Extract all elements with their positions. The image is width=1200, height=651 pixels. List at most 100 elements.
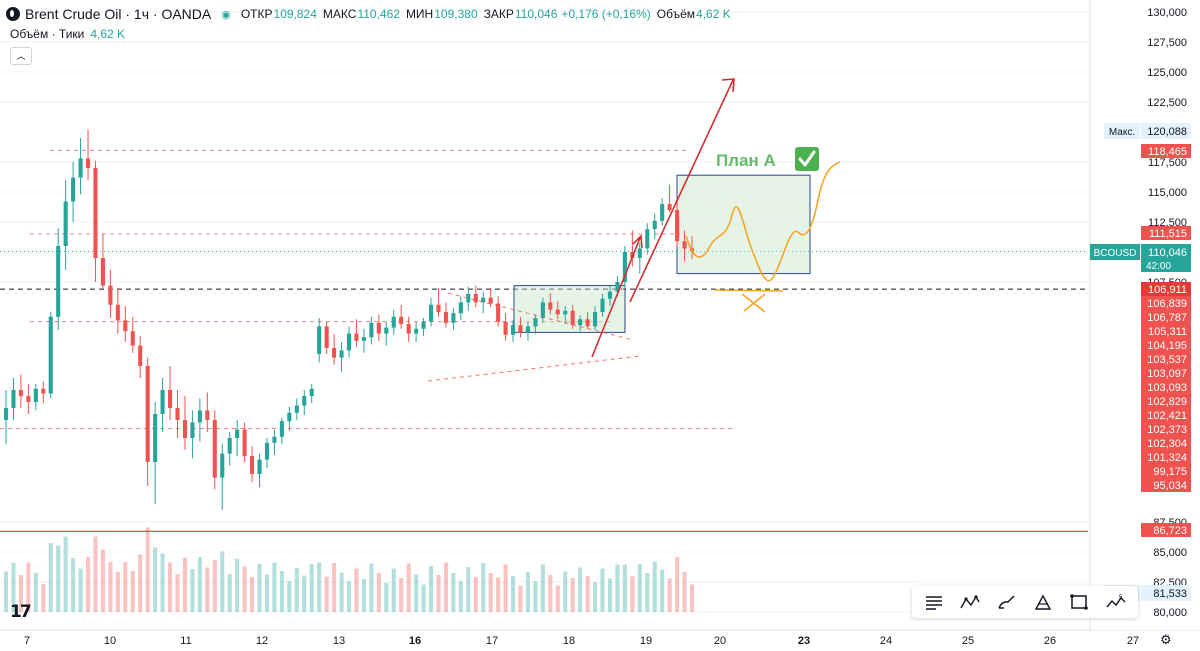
price-label: 104,195	[1147, 340, 1187, 352]
candle-body	[399, 316, 404, 324]
candle-body	[264, 442, 270, 460]
fib-icon[interactable]	[1031, 590, 1055, 614]
candle-body	[503, 321, 508, 335]
x-tick-label: 17	[486, 635, 498, 647]
volume-bar	[473, 577, 478, 612]
volume-indicator-label: Объём · Тики	[10, 27, 85, 41]
x-tick-label: 16	[409, 635, 421, 647]
max-value-tag	[1141, 123, 1191, 139]
candle-body	[570, 310, 575, 326]
volume-bar	[667, 578, 672, 612]
price-label: 99,175	[1153, 466, 1187, 478]
chart-drawings	[427, 78, 841, 382]
x-tick-label: 7	[24, 635, 30, 647]
arrow-head	[632, 234, 643, 249]
forecast-arrow	[591, 237, 641, 358]
volume-bar	[108, 562, 113, 612]
candle-body	[384, 327, 389, 334]
volume-bar	[264, 574, 270, 612]
x-tick-label: 13	[333, 635, 345, 647]
volume-bar	[600, 568, 605, 612]
wave-icon[interactable]: 5	[1104, 590, 1128, 614]
tradingview-logo: 17	[10, 602, 32, 622]
drawing-toolbar: 5	[912, 586, 1138, 618]
candle-body	[160, 390, 165, 414]
x-tick-label: 27	[1127, 635, 1139, 647]
x-tick-label: 23	[798, 635, 810, 647]
volume-bar	[384, 583, 389, 612]
volume-bar	[354, 568, 359, 612]
x-tick-label: 20	[714, 635, 726, 647]
volume-bar	[607, 578, 613, 612]
volume-indicator-legend[interactable]: Объём · Тики 4,62 K	[10, 27, 125, 41]
candle-body	[675, 210, 680, 242]
candle-body	[145, 366, 150, 462]
price-axis: 130,000 127,500 125,000 122,500 117,500 115,0…	[1090, 0, 1200, 630]
candle-body	[78, 158, 83, 178]
price-label-tag	[1141, 380, 1191, 394]
brush-icon[interactable]	[995, 590, 1019, 614]
volume-bar	[18, 575, 23, 612]
candle-body	[26, 396, 31, 402]
volume-bar	[622, 564, 627, 612]
price-label: 95,034	[1153, 480, 1187, 492]
candle-body	[250, 456, 255, 474]
x-tick-label: 12	[256, 635, 268, 647]
volume-bar	[11, 562, 16, 612]
candle-body	[220, 453, 225, 478]
x-tick-label: 10	[104, 635, 116, 647]
volume-bar	[272, 562, 277, 612]
volume-bar	[615, 564, 620, 612]
pattern-icon[interactable]	[958, 590, 982, 614]
collapse-legend-button[interactable]: ︿	[10, 47, 32, 65]
volume-bar	[466, 567, 471, 612]
text-list-icon[interactable]	[922, 590, 946, 614]
volume-bar	[548, 575, 553, 612]
gear-icon[interactable]: ⚙	[1160, 632, 1172, 647]
price-label-tag	[1141, 408, 1191, 422]
candle-body	[302, 396, 307, 406]
volume-bar	[391, 568, 396, 612]
volume-bar	[130, 571, 135, 612]
market-status-icon: ◉	[221, 8, 231, 21]
time-axis: 7 10 11 12 13 16 17 18 19 20 23 24 25 26 27	[24, 635, 1139, 647]
price-label-tag	[1141, 310, 1191, 324]
volume-bar	[563, 571, 568, 612]
forecast-wave	[685, 161, 841, 282]
price-label: 103,097	[1147, 368, 1187, 380]
volume-bar	[26, 562, 31, 612]
volume-bar	[317, 562, 322, 612]
candle-body	[93, 168, 98, 258]
check-mark-icon	[795, 147, 819, 171]
symbol-title[interactable]: Brent Crude Oil · 1ч · OANDA	[25, 6, 212, 22]
volume-bar	[369, 563, 374, 612]
volume-label: Объём	[656, 7, 696, 21]
price-label: 106,839	[1147, 298, 1187, 310]
candle-body	[414, 328, 419, 334]
price-label: 103,537	[1147, 354, 1187, 366]
price-label-tag	[1141, 422, 1191, 436]
volume-bar	[190, 569, 195, 612]
volume-bar	[533, 581, 538, 612]
candle-body	[585, 319, 590, 327]
candle-body	[473, 294, 478, 303]
max-tag	[1104, 123, 1140, 139]
candle-body	[361, 337, 366, 341]
candle-body	[540, 302, 545, 318]
y-tick-label: 115,000	[1148, 187, 1187, 199]
candle-body	[548, 302, 553, 310]
volume-bar	[145, 527, 150, 612]
volume-value: 4,62 K	[696, 7, 731, 21]
price-label: 101,324	[1147, 452, 1187, 464]
price-label-tag	[1141, 366, 1191, 380]
price-label-tag	[1141, 478, 1191, 492]
candle-body	[108, 285, 113, 305]
rectangle-icon[interactable]	[1067, 590, 1091, 614]
candle-body	[451, 313, 456, 323]
volume-bar	[138, 554, 143, 612]
candle-body	[443, 312, 448, 323]
max-label: Макс.	[1109, 127, 1135, 138]
candle-body	[153, 414, 158, 462]
price-label-tag	[1141, 450, 1191, 464]
